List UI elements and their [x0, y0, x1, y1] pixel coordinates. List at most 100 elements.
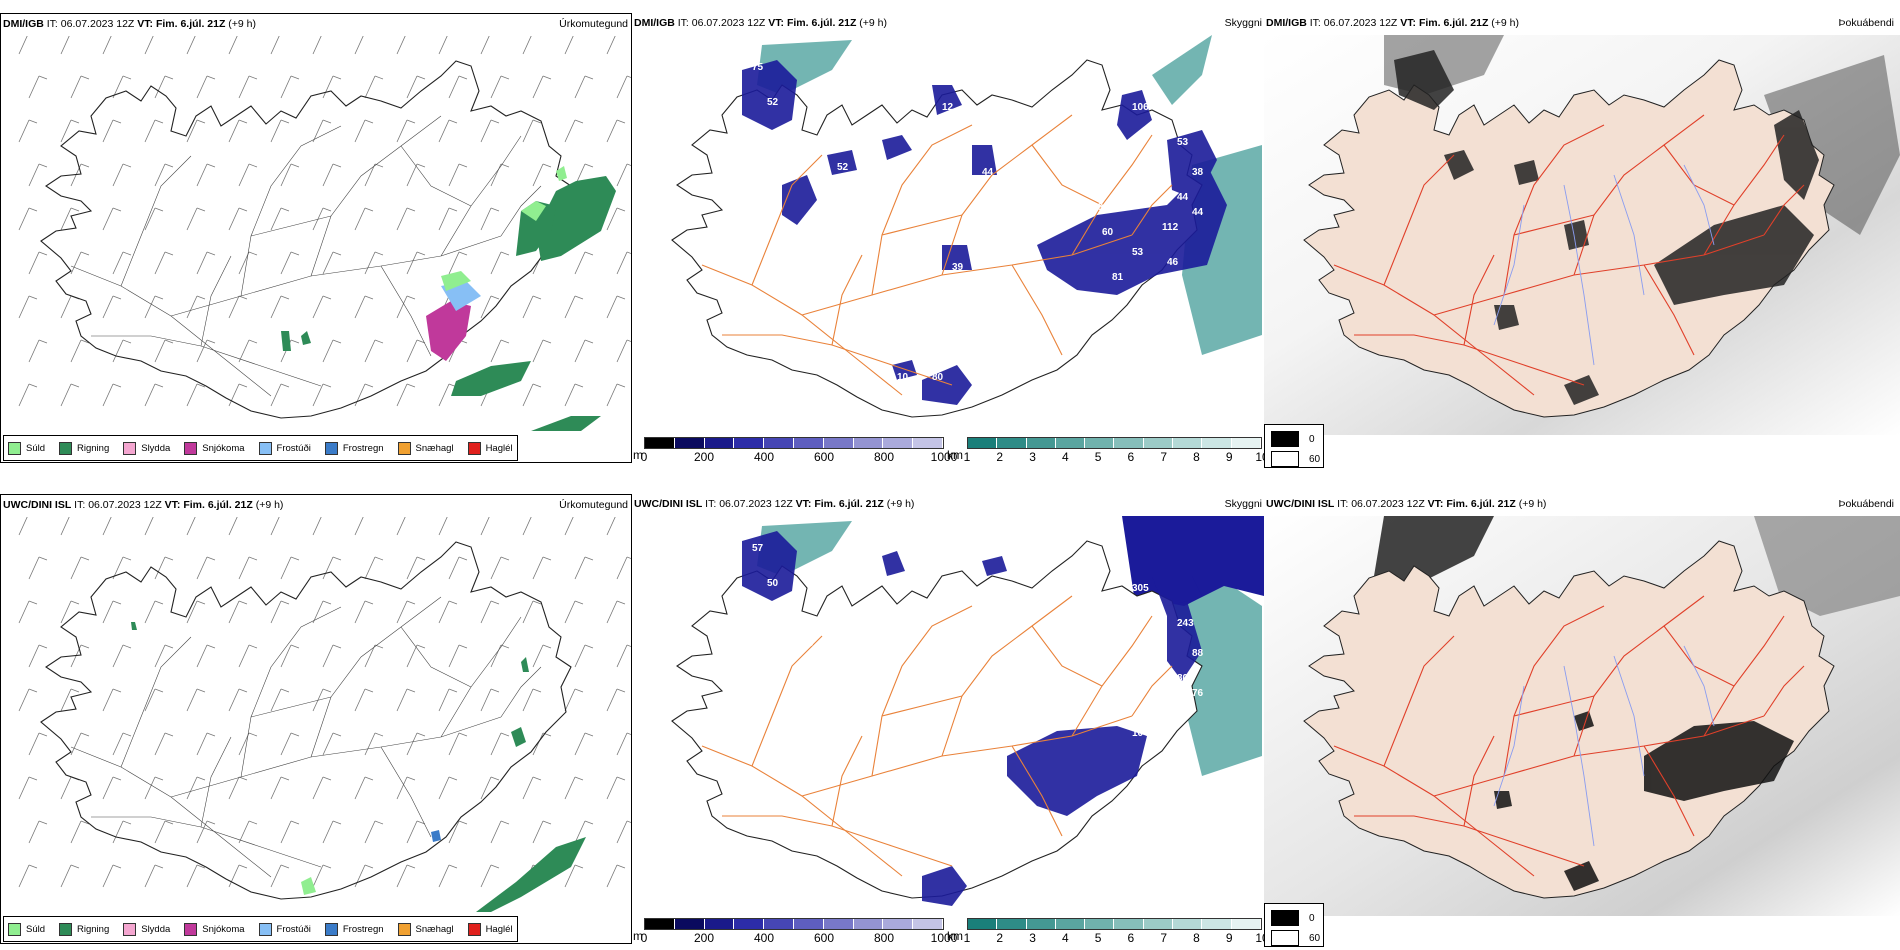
fog-sea-dark-east: [1754, 516, 1900, 616]
visibility-value-label: 53: [782, 608, 794, 619]
colorbar-tick: 400: [753, 931, 775, 945]
visibility-value-label: 54: [1142, 187, 1154, 198]
legend-swatch: [397, 922, 411, 936]
legend-swatch: [324, 441, 338, 455]
visibility-colorbar: 1 2 3 4 5 6 7 8 9 10 km: [947, 437, 1269, 464]
precip-title: Úrkomutegund: [559, 18, 628, 30]
visibility-value-label: 75: [752, 62, 764, 73]
iceland-coastline: [40, 541, 572, 900]
rivers: [1493, 164, 1715, 366]
fog-legend-swatch: [1271, 930, 1299, 946]
model-name: UWC/DINI ISL: [1266, 498, 1335, 510]
colorbar-segment: [645, 919, 675, 929]
precip-drizzle-area: [441, 166, 567, 291]
precip-rain-area: [281, 176, 616, 431]
fog-sea-dark-east: [1764, 55, 1900, 235]
colorbar-tick: 1: [963, 450, 971, 464]
visibility-unit: km: [947, 929, 963, 943]
elevation-ticks: 0 200 400 600 800 1000: [641, 449, 958, 464]
it-value: 06.07.2023 12Z: [691, 17, 766, 29]
legend-item: Súld: [8, 922, 45, 936]
rivers: [1493, 645, 1715, 847]
roads: [701, 595, 1173, 877]
legend-item: Snæhagl: [397, 441, 454, 455]
visibility-value-label: 66: [912, 117, 924, 128]
row1-visibility-panel: DMI/IGB IT: 06.07.2023 12Z VT: Fim. 6.jú…: [632, 13, 1269, 464]
visibility-title: Skyggni: [1224, 498, 1262, 510]
precip-rain-area: [131, 622, 586, 912]
visibility-value-label: 86: [1102, 708, 1114, 719]
visibility-value-label: 10: [897, 372, 909, 383]
it-label: IT:: [1337, 498, 1349, 510]
colorbar-segment: [883, 438, 914, 448]
legend-swatch: [467, 441, 481, 455]
legend-item: Snjókoma: [184, 441, 245, 455]
legend-label: Snæhagl: [415, 923, 454, 935]
model-name: DMI/IGB: [3, 18, 44, 30]
fog-legend-label: 60: [1309, 932, 1321, 944]
legend-swatch: [397, 441, 411, 455]
legend-swatch: [324, 922, 338, 936]
colorbar-segment: [1202, 438, 1232, 448]
visibility-value-label: 106: [1132, 102, 1149, 113]
visibility-value-label: 110: [1142, 668, 1159, 679]
colorbar-segment: [1026, 919, 1056, 929]
legend-swatch: [184, 922, 198, 936]
fog-dark-areas: [1394, 50, 1819, 405]
roads: [70, 115, 542, 397]
visibility-unit: km: [947, 448, 963, 462]
colorbar-segment: [1026, 438, 1056, 448]
legend-swatch: [59, 922, 73, 936]
precip-drizzle-area: [301, 877, 316, 895]
colorbar-segment: [968, 919, 998, 929]
model-name: DMI/IGB: [1266, 17, 1307, 29]
precip-title: Úrkomutegund: [559, 499, 628, 511]
legend-swatch: [59, 441, 73, 455]
visibility-value-label: 57: [952, 357, 964, 368]
vt-label: VT:: [1400, 17, 1417, 29]
visibility-value-label: 112: [792, 718, 809, 729]
row1-precip-header: DMI/IGB IT: 06.07.2023 12Z VT: Fim. 6.jú…: [3, 18, 256, 30]
visibility-value-label: 243: [1177, 618, 1194, 629]
visibility-value-label: 60: [862, 147, 874, 158]
colorbar-tick: 6: [1127, 450, 1135, 464]
lead-time: (+9 h): [1491, 17, 1520, 29]
model-name: UWC/DINI ISL: [3, 499, 72, 511]
elevation-colorbar: 0 200 400 600 800 1000 m: [633, 437, 958, 464]
colorbar-segment: [853, 919, 884, 929]
visibility-colorbar: 1 2 3 4 5 6 7 8 9 10 km: [947, 918, 1269, 945]
colorbar-tick: 9: [1225, 450, 1233, 464]
lead-time: (+9 h): [255, 499, 284, 511]
colorbar-segment: [793, 919, 824, 929]
legend-item: Haglél: [467, 441, 513, 455]
iceland-land: [1303, 540, 1835, 899]
colorbar-segment: [734, 438, 765, 448]
legend-item: Snjókoma: [184, 922, 245, 936]
colorbar-segment: [1055, 438, 1086, 448]
it-value: 06.07.2023 12Z: [719, 498, 793, 510]
visibility-value-label: 52: [837, 162, 849, 173]
it-value: 06.07.2023 12Z: [60, 18, 135, 30]
visibility-value-label: 88: [1192, 648, 1204, 659]
legend-swatch: [258, 441, 272, 455]
visibility-value-label: 80: [932, 372, 944, 383]
visibility-value-label: 34: [972, 137, 984, 148]
legend-label: Snjókoma: [202, 923, 245, 935]
vt-value: Fim. 6.júl. 21Z: [814, 498, 884, 510]
visibility-value-label: 104: [1132, 728, 1149, 739]
visibility-value-label: 76: [772, 177, 784, 188]
row2-visibility-panel: UWC/DINI ISL IT: 06.07.2023 12Z VT: Fim.…: [632, 494, 1269, 945]
row2-precip-panel: UWC/DINI ISL IT: 06.07.2023 12Z VT: Fim.…: [0, 494, 632, 944]
colorbar-segment: [1114, 438, 1144, 448]
colorbar-tick: 800: [873, 450, 895, 464]
visibility-value-label: 113: [797, 638, 814, 649]
elevation-bars: [644, 437, 944, 449]
colorbar-segment: [1202, 919, 1232, 929]
vt-value: Fim. 6.júl. 21Z: [1418, 17, 1489, 29]
visibility-value-label: 39: [1162, 703, 1174, 714]
colorbar-tick: 8: [1193, 931, 1200, 945]
model-name: UWC/DINI ISL: [634, 498, 703, 510]
colorbar-tick: 0: [640, 931, 648, 945]
colorbar-tick: 8: [1193, 450, 1200, 464]
colorbar-segment: [997, 438, 1027, 448]
